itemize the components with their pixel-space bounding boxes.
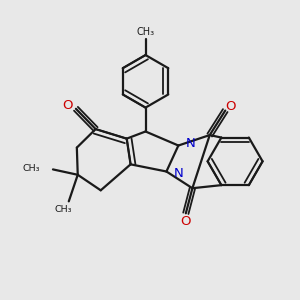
- Text: O: O: [225, 100, 236, 113]
- Text: CH₃: CH₃: [23, 164, 40, 173]
- Text: O: O: [180, 215, 190, 228]
- Text: O: O: [62, 99, 73, 112]
- Text: CH₃: CH₃: [55, 205, 72, 214]
- Text: CH₃: CH₃: [136, 27, 154, 37]
- Text: N: N: [186, 136, 196, 150]
- Text: N: N: [174, 167, 184, 180]
